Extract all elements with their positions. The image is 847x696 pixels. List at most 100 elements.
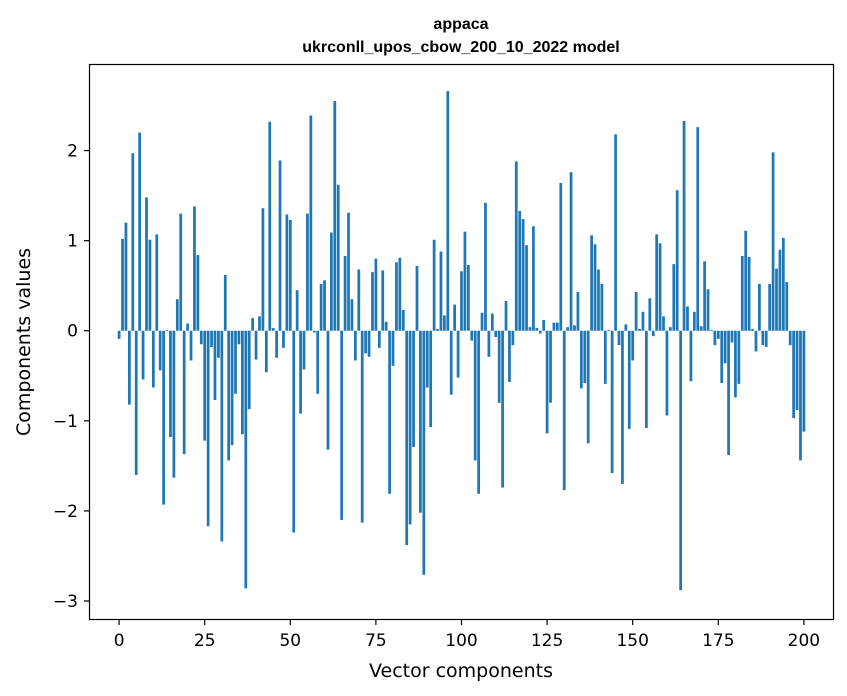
bar-171 <box>703 261 706 331</box>
bar-154 <box>645 330 648 429</box>
bar-77 <box>381 270 385 331</box>
bar-43 <box>264 330 268 373</box>
bar-196 <box>788 330 792 346</box>
x-tick-label: 175 <box>702 631 734 651</box>
bar-128 <box>556 322 559 331</box>
bar-26 <box>206 330 210 527</box>
bar-188 <box>761 330 765 346</box>
bar-115 <box>511 330 515 346</box>
bar-187 <box>758 283 761 331</box>
bar-108 <box>487 330 491 357</box>
x-tick-label: 25 <box>194 631 216 651</box>
bar-61 <box>326 330 330 450</box>
bar-184 <box>747 256 751 331</box>
bar-13 <box>162 330 165 505</box>
bar-62 <box>330 232 333 331</box>
y-tick-label: 0 <box>67 322 78 342</box>
bar-4 <box>131 153 135 331</box>
bar-185 <box>751 328 754 331</box>
bar-141 <box>600 283 604 331</box>
x-tick-label: 200 <box>788 631 820 651</box>
y-tick-label: 2 <box>67 142 78 162</box>
bar-37 <box>244 330 248 589</box>
bar-86 <box>412 330 415 447</box>
bar-96 <box>446 91 450 331</box>
bar-11 <box>155 234 159 331</box>
chart-title: appaca <box>433 16 488 33</box>
bar-89 <box>422 330 426 575</box>
bar-94 <box>439 251 443 331</box>
bar-9 <box>148 239 152 331</box>
bar-67 <box>347 212 350 331</box>
bar-35 <box>237 330 241 345</box>
bar-21 <box>189 330 193 361</box>
bar-44 <box>268 121 272 331</box>
x-tick-label: 125 <box>531 631 563 651</box>
bar-102 <box>466 264 470 331</box>
bar-104 <box>473 330 477 461</box>
x-tick-label: 150 <box>616 631 648 651</box>
bar-170 <box>699 326 703 331</box>
bar-60 <box>323 280 326 331</box>
bar-50 <box>288 219 292 331</box>
x-tick-label: 100 <box>445 631 477 651</box>
bar-74 <box>371 272 374 331</box>
bar-25 <box>203 330 207 441</box>
bar-66 <box>343 255 347 331</box>
bar-194 <box>781 237 785 331</box>
bar-174 <box>713 330 717 346</box>
y-axis-label: Components values <box>13 248 35 436</box>
bar-117 <box>518 210 522 331</box>
bar-23 <box>196 255 200 331</box>
bar-63 <box>333 101 337 331</box>
bar-68 <box>350 299 354 331</box>
bar-7 <box>141 330 145 380</box>
bar-1 <box>121 238 124 331</box>
bar-29 <box>217 330 220 358</box>
bar-199 <box>799 330 802 461</box>
bar-123 <box>538 330 542 334</box>
bar-145 <box>614 134 617 331</box>
bar-53 <box>299 330 302 414</box>
bar-15 <box>169 330 172 438</box>
bar-24 <box>199 330 203 345</box>
bar-122 <box>535 328 539 331</box>
bar-138 <box>590 235 593 331</box>
bar-136 <box>583 330 587 383</box>
bar-75 <box>374 258 378 331</box>
bar-27 <box>210 330 213 347</box>
bar-49 <box>285 214 289 331</box>
bar-54 <box>302 330 306 370</box>
bar-173 <box>710 329 713 331</box>
bar-85 <box>408 330 412 525</box>
bar-99 <box>456 330 460 378</box>
bar-135 <box>579 330 583 389</box>
bar-116 <box>514 161 518 331</box>
bar-30 <box>220 330 224 542</box>
bar-91 <box>429 330 433 428</box>
bar-192 <box>775 268 778 331</box>
bar-8 <box>145 197 148 331</box>
bar-51 <box>292 330 296 533</box>
bar-176 <box>720 330 724 383</box>
bar-0 <box>117 330 121 339</box>
bar-95 <box>443 315 446 331</box>
bar-162 <box>672 264 676 331</box>
bar-134 <box>576 292 580 331</box>
bar-158 <box>658 243 662 331</box>
bar-193 <box>778 249 782 331</box>
bar-92 <box>432 239 436 331</box>
bar-161 <box>668 327 672 331</box>
bar-106 <box>480 312 484 331</box>
y-tick-label: −1 <box>53 412 78 432</box>
bar-120 <box>528 327 532 331</box>
bar-97 <box>449 330 453 395</box>
bar-103 <box>470 330 474 341</box>
bar-series <box>117 91 806 591</box>
bar-98 <box>453 304 457 331</box>
bar-197 <box>792 330 795 419</box>
bar-146 <box>617 330 621 346</box>
bar-179 <box>730 330 734 343</box>
bar-105 <box>477 330 480 494</box>
bar-2 <box>124 222 128 331</box>
